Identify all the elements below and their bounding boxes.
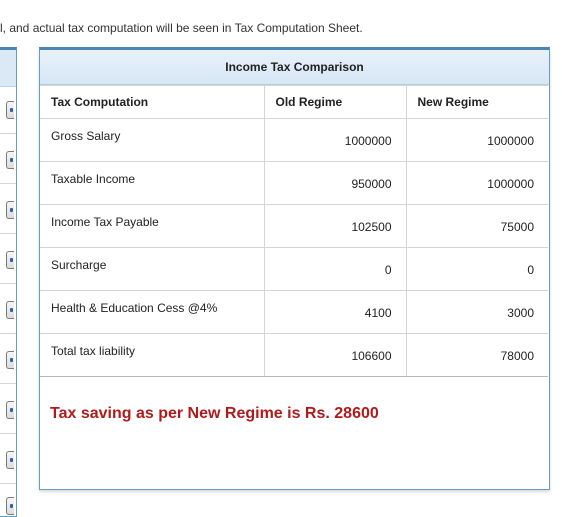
left-row-button[interactable] <box>6 351 14 369</box>
panel-title: Income Tax Comparison <box>40 50 549 85</box>
old-regime-value: 4100 <box>263 290 407 334</box>
left-row-button[interactable] <box>6 497 14 515</box>
left-row-divider <box>0 383 16 384</box>
instruction-note: l, and actual tax computation will be se… <box>0 21 363 35</box>
left-row-button[interactable] <box>6 201 14 219</box>
row-label: Health & Education Cess @4% <box>40 290 265 334</box>
table-row-total-tax-liability: Total tax liability 106600 78000 <box>40 333 548 377</box>
left-row-divider <box>0 233 16 234</box>
left-panel-partial <box>0 47 17 517</box>
new-regime-value: 0 <box>405 247 548 291</box>
comparison-table: Tax Computation Old Regime New Regime Gr… <box>40 85 548 377</box>
column-header-tax-computation: Tax Computation <box>40 85 265 119</box>
table-row-taxable-income: Taxable Income 950000 1000000 <box>40 161 548 205</box>
left-row-button[interactable] <box>6 401 14 419</box>
column-header-new-regime: New Regime <box>405 85 548 119</box>
left-row-divider <box>0 333 16 334</box>
table-row-gross-salary: Gross Salary 1000000 1000000 <box>40 118 548 162</box>
new-regime-value: 75000 <box>405 204 548 248</box>
income-tax-comparison-panel: Income Tax Comparison Tax Computation Ol… <box>39 47 550 490</box>
tax-saving-message: Tax saving as per New Regime is Rs. 2860… <box>50 405 379 422</box>
row-label: Surcharge <box>40 247 265 291</box>
column-header-old-regime: Old Regime <box>263 85 407 119</box>
left-row-button[interactable] <box>6 301 14 319</box>
left-row-button[interactable] <box>6 451 14 469</box>
left-panel-header <box>0 50 16 87</box>
left-row-divider <box>0 433 16 434</box>
table-row-surcharge: Surcharge 0 0 <box>40 247 548 291</box>
left-row-divider <box>0 183 16 184</box>
new-regime-value: 78000 <box>405 333 548 377</box>
left-row-button[interactable] <box>6 251 14 269</box>
new-regime-value: 1000000 <box>405 161 548 205</box>
table-row-income-tax-payable: Income Tax Payable 102500 75000 <box>40 204 548 248</box>
old-regime-value: 950000 <box>263 161 407 205</box>
row-label: Gross Salary <box>40 118 265 162</box>
left-row-divider <box>0 483 16 484</box>
row-label: Income Tax Payable <box>40 204 265 248</box>
left-row-button[interactable] <box>6 151 14 169</box>
new-regime-value: 3000 <box>405 290 548 334</box>
table-header-row: Tax Computation Old Regime New Regime <box>40 85 548 119</box>
old-regime-value: 102500 <box>263 204 407 248</box>
left-row-divider <box>0 133 16 134</box>
old-regime-value: 0 <box>263 247 407 291</box>
old-regime-value: 1000000 <box>263 118 407 162</box>
left-row-divider <box>0 283 16 284</box>
old-regime-value: 106600 <box>263 333 407 377</box>
new-regime-value: 1000000 <box>405 118 548 162</box>
row-label: Taxable Income <box>40 161 265 205</box>
left-row-button[interactable] <box>6 101 14 119</box>
row-label: Total tax liability <box>40 333 265 377</box>
table-row-health-education-cess: Health & Education Cess @4% 4100 3000 <box>40 290 548 334</box>
